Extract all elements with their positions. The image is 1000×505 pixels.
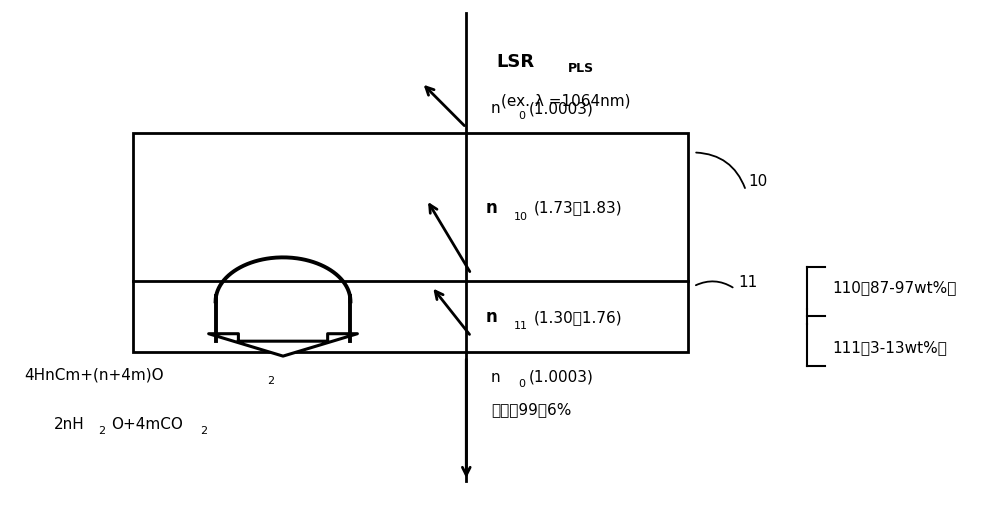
Text: n: n <box>491 369 501 384</box>
Text: O+4mCO: O+4mCO <box>111 416 183 431</box>
Text: 111（3-13wt%）: 111（3-13wt%） <box>832 339 947 354</box>
Text: LSR: LSR <box>496 53 534 71</box>
Text: 110（87-97wt%）: 110（87-97wt%） <box>832 279 957 294</box>
Text: 10: 10 <box>514 212 528 222</box>
Text: (1.0003): (1.0003) <box>529 101 594 116</box>
Text: 2: 2 <box>98 425 106 435</box>
Text: (1.73～1.83): (1.73～1.83) <box>534 200 622 215</box>
Text: 10: 10 <box>748 174 767 189</box>
Text: 11: 11 <box>738 274 757 289</box>
Text: 0: 0 <box>518 111 525 120</box>
Polygon shape <box>209 334 357 357</box>
Text: 4HnCm+(n+4m)O: 4HnCm+(n+4m)O <box>24 367 164 382</box>
Text: 2nH: 2nH <box>54 416 84 431</box>
Text: 11: 11 <box>514 321 528 331</box>
Bar <box>133 133 688 352</box>
Text: (ex. λ =1064nm): (ex. λ =1064nm) <box>501 93 630 109</box>
Text: (1.30～1.76): (1.30～1.76) <box>534 310 622 324</box>
Text: 2: 2 <box>201 425 208 435</box>
Text: 0: 0 <box>518 379 525 388</box>
Text: n: n <box>491 101 501 116</box>
Text: (1.0003): (1.0003) <box>529 369 594 384</box>
Text: 2: 2 <box>267 376 274 386</box>
Text: n: n <box>486 308 498 326</box>
Text: 透射率99．6%: 透射率99．6% <box>491 401 571 417</box>
Text: PLS: PLS <box>567 62 594 75</box>
Text: n: n <box>486 198 498 217</box>
